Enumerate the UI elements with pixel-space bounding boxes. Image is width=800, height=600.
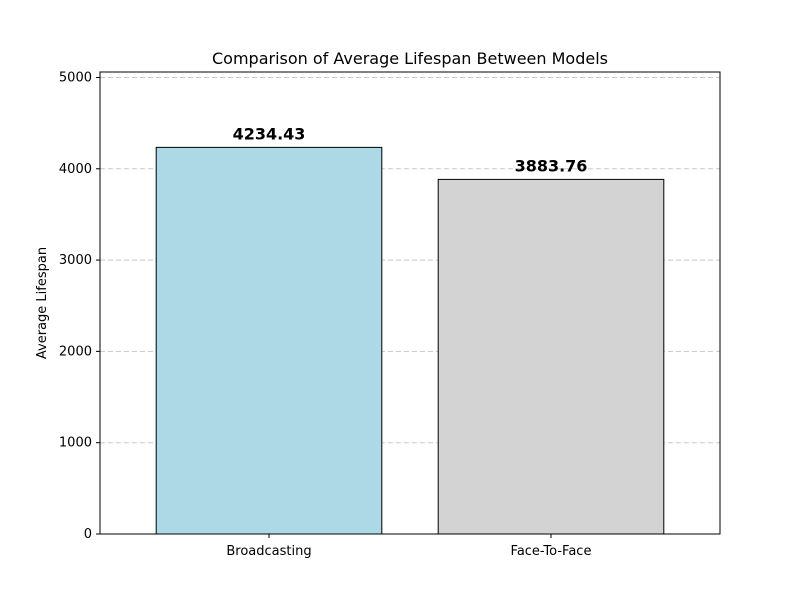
x-tick-label: Broadcasting <box>226 544 311 559</box>
y-tick-label: 3000 <box>59 253 92 268</box>
plot-frame <box>99 71 721 535</box>
data-labels: 4234.43 3883.76 <box>233 124 588 175</box>
data-label: 4234.43 <box>233 124 306 143</box>
data-label: 3883.76 <box>515 156 588 175</box>
y-tick-label: 5000 <box>59 70 92 85</box>
y-tick-label: 2000 <box>59 344 92 359</box>
y-tick-label: 0 <box>84 527 92 542</box>
y-tick-label: 1000 <box>59 436 92 451</box>
x-axis-ticks: Broadcasting Face-To-Face <box>226 534 591 559</box>
y-axis-ticks: 0 1000 2000 3000 4000 5000 <box>59 70 100 542</box>
chart-title: Comparison of Average Lifespan Between M… <box>212 49 608 68</box>
bar-face-to-face <box>437 178 665 535</box>
bar-broadcasting <box>155 146 383 535</box>
y-tick-label: 4000 <box>59 162 92 177</box>
y-axis-label: Average Lifespan <box>35 247 50 359</box>
x-tick-label: Face-To-Face <box>511 544 592 559</box>
bars <box>155 146 665 535</box>
